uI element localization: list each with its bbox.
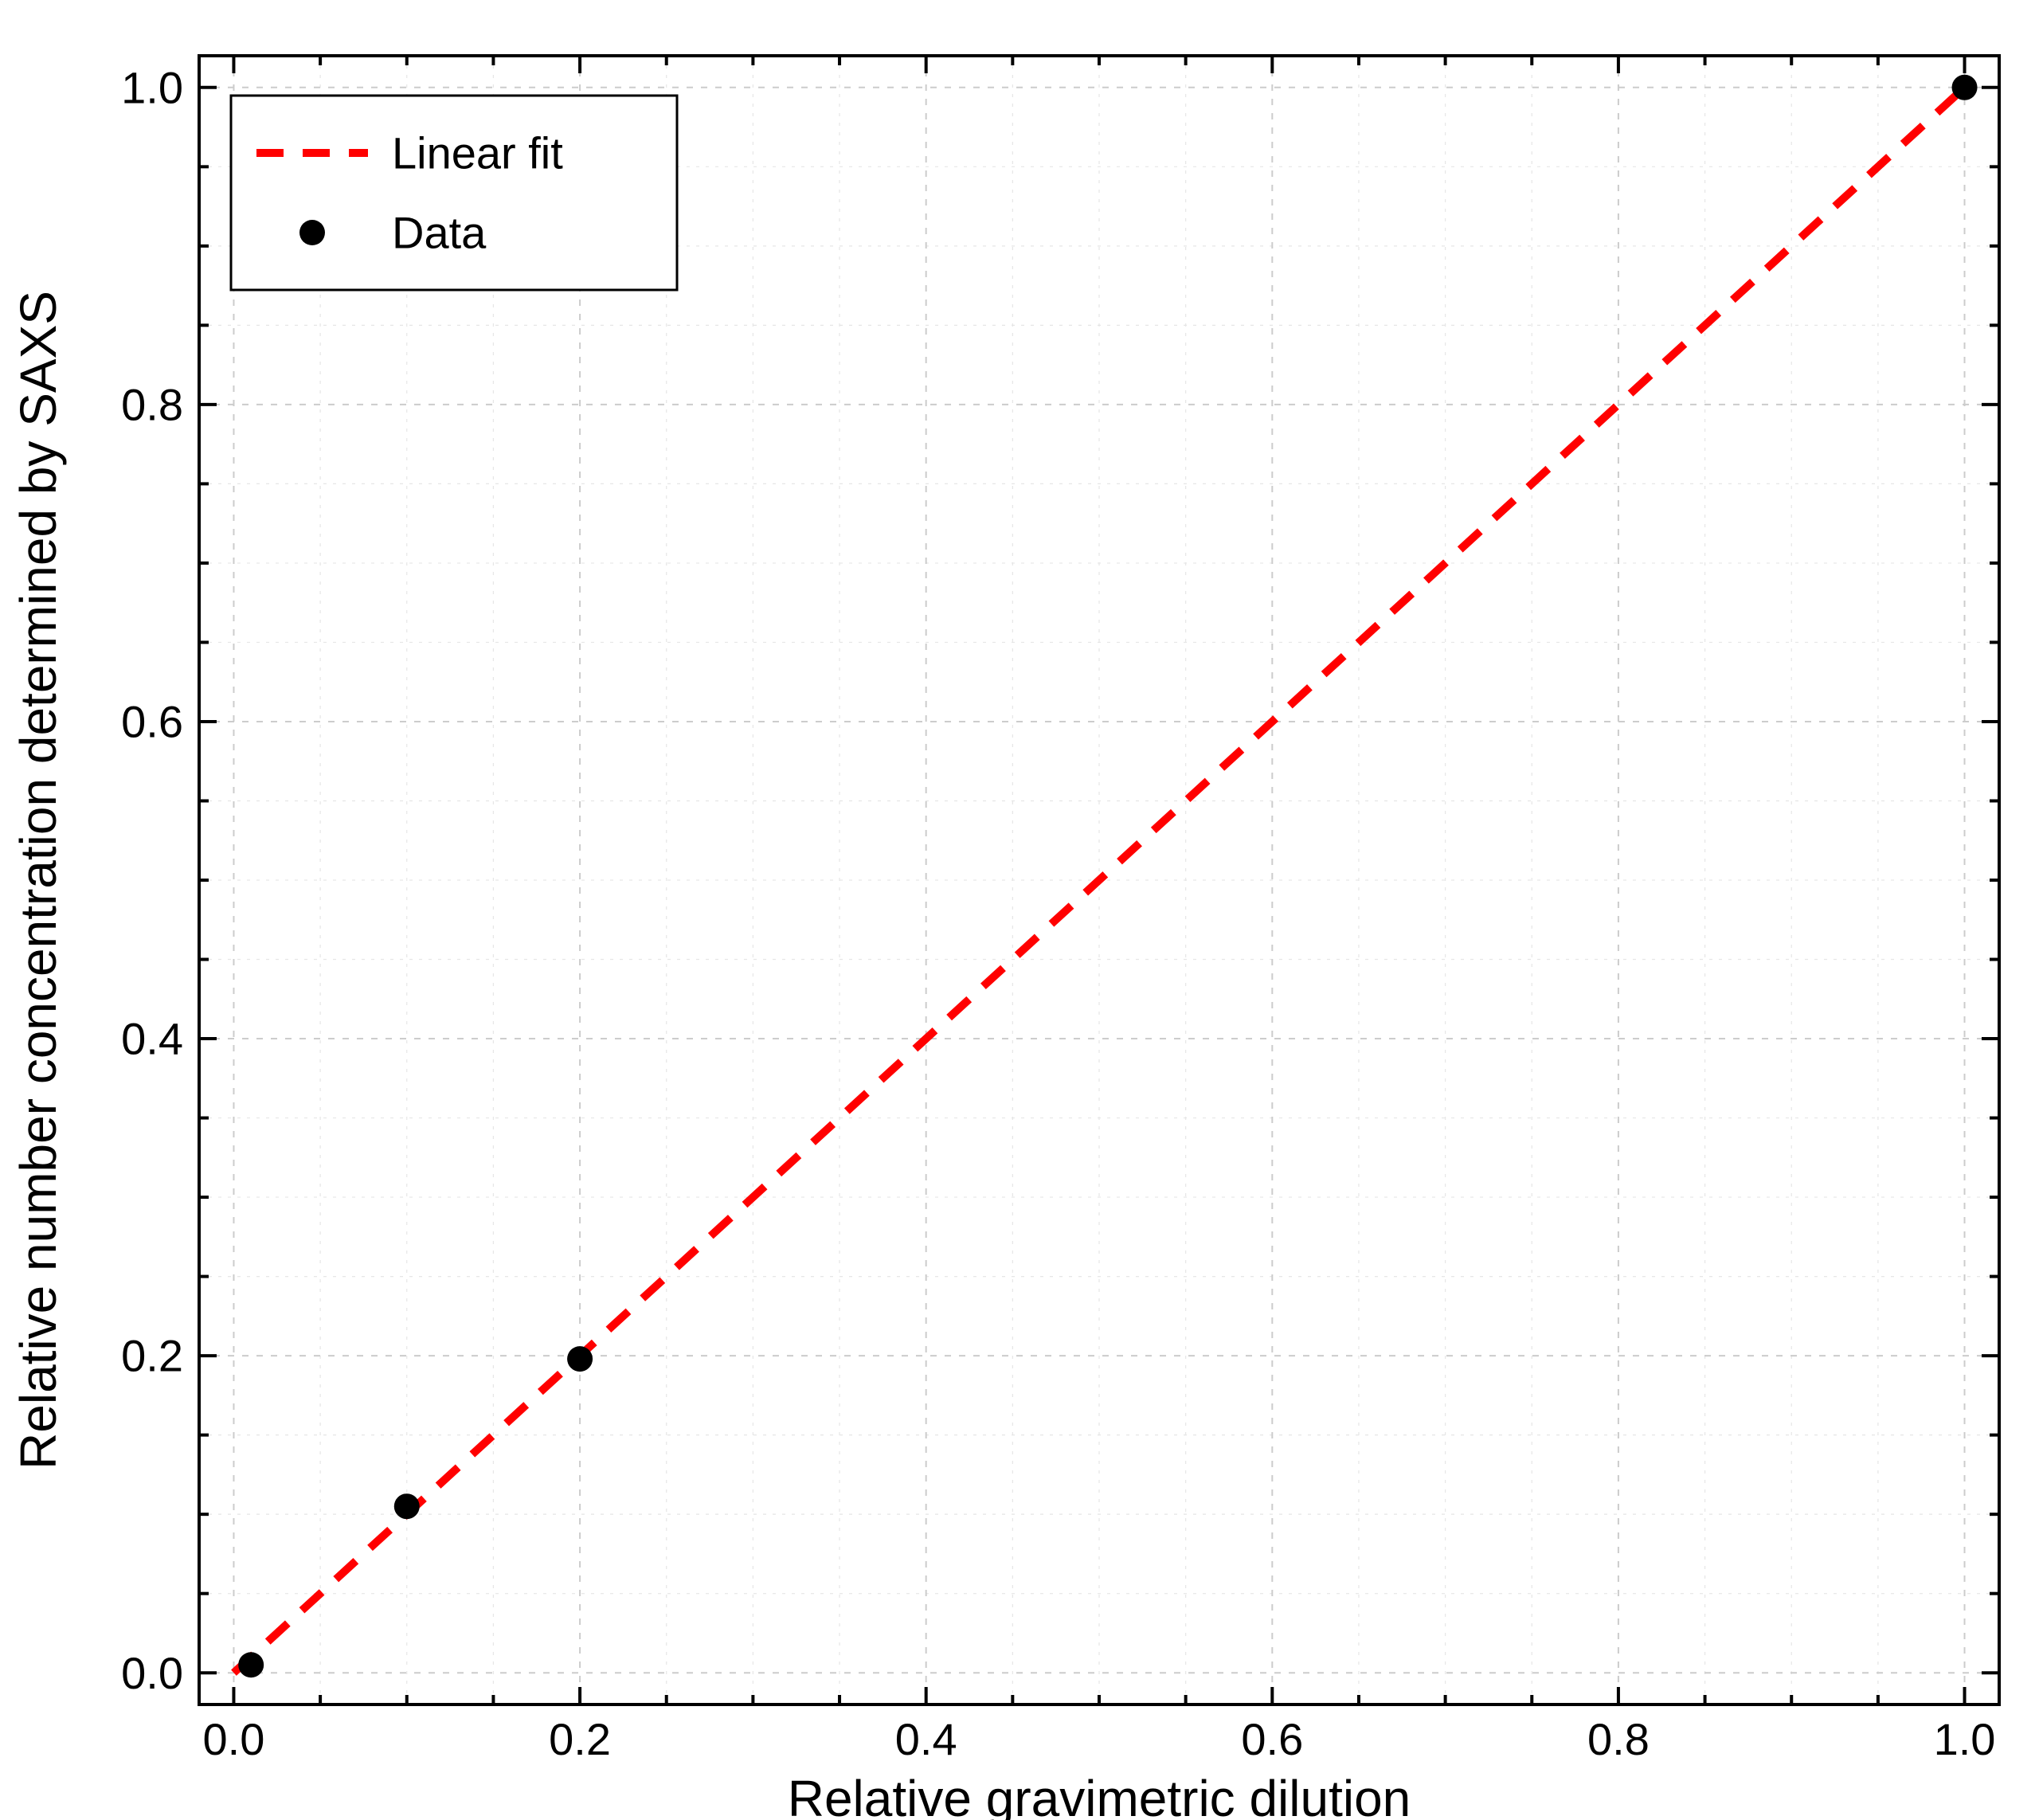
x-axis-label: Relative gravimetric dilution	[788, 1770, 1411, 1820]
chart-container: 0.0 0.2 0.4 0.6 0.8 1.0 0.0 0.2 0.4 0.6 0.8 1.0 Rela…	[0, 0, 2039, 1820]
y-tick-label: 0.2	[121, 1331, 183, 1381]
x-tick-label: 0.4	[895, 1714, 957, 1764]
legend-swatch-point	[299, 220, 325, 245]
data-point	[238, 1652, 264, 1677]
x-tick-label: 0.2	[549, 1714, 611, 1764]
y-tick-label: 0.6	[121, 697, 183, 747]
legend-label: Linear fit	[392, 128, 563, 178]
y-tick-label: 1.0	[121, 62, 183, 112]
legend-box	[231, 96, 677, 290]
x-tick-label: 0.6	[1241, 1714, 1303, 1764]
y-tick-label: 0.8	[121, 379, 183, 429]
x-tick-label: 0.0	[203, 1714, 265, 1764]
data-point	[567, 1346, 593, 1372]
y-axis-label: Relative number concentration determined…	[10, 291, 67, 1470]
chart-svg: 0.0 0.2 0.4 0.6 0.8 1.0 0.0 0.2 0.4 0.6 0.8 1.0 Rela…	[0, 0, 2039, 1820]
y-tick-label: 0.0	[121, 1648, 183, 1698]
x-tick-label: 1.0	[1934, 1714, 1996, 1764]
y-tick-label: 0.4	[121, 1014, 183, 1064]
legend: Linear fit Data	[231, 96, 677, 290]
x-tick-label: 0.8	[1587, 1714, 1650, 1764]
data-point	[1952, 75, 1978, 100]
legend-label: Data	[392, 208, 487, 258]
data-point	[394, 1493, 420, 1519]
